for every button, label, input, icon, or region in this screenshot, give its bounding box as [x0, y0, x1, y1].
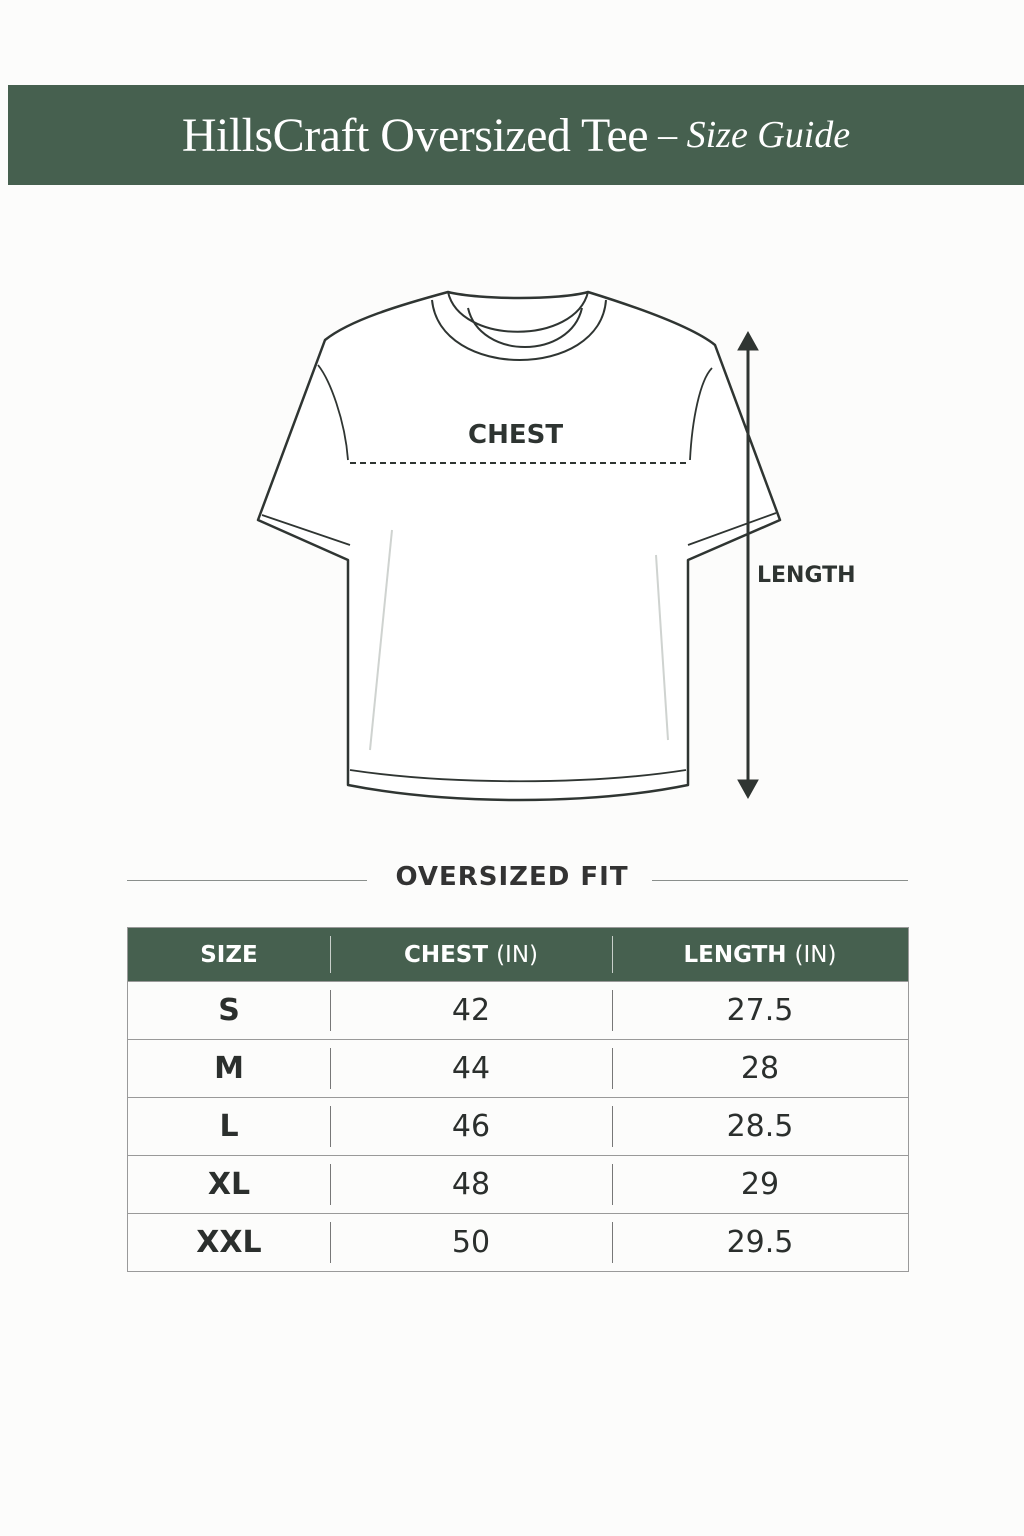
sleeve-seams	[261, 364, 777, 783]
size-table: SIZE CHEST (IN) LENGTH (IN) S 42 27.5 M 44 2…	[127, 927, 909, 1272]
tshirt-outline	[256, 290, 782, 802]
size-cell: XXL	[127, 1213, 330, 1272]
chest-cell: 42	[330, 981, 612, 1040]
size-cell: M	[127, 1039, 330, 1098]
page-title: HillsCraft Oversized Tee	[181, 108, 649, 162]
table-header-row: SIZE CHEST (IN) LENGTH (IN)	[127, 927, 909, 982]
chest-label: CHEST	[468, 420, 564, 450]
collar	[431, 291, 607, 361]
fit-heading: OVERSIZED FIT	[0, 862, 1024, 892]
table-row: XL 48 29	[127, 1155, 909, 1214]
fit-label: OVERSIZED FIT	[395, 862, 629, 892]
divider-right	[652, 880, 908, 881]
table-row: M 44 28	[127, 1039, 909, 1098]
length-cell: 29.5	[612, 1213, 909, 1272]
size-cell: XL	[127, 1155, 330, 1214]
tshirt-diagram	[256, 290, 782, 802]
table-row: S 42 27.5	[127, 981, 909, 1040]
chest-cell: 46	[330, 1097, 612, 1156]
header-length: LENGTH (IN)	[612, 927, 909, 982]
size-cell: L	[127, 1097, 330, 1156]
header-size: SIZE	[127, 927, 330, 982]
length-label: LENGTH	[757, 563, 856, 588]
table-row: L 46 28.5	[127, 1097, 909, 1156]
title-banner: HillsCraft Oversized Tee – Size Guide	[8, 85, 1024, 185]
size-cell: S	[127, 981, 330, 1040]
length-arrow-icon	[737, 330, 759, 800]
divider-left	[127, 880, 367, 881]
table-row: XXL 50 29.5	[127, 1213, 909, 1272]
chest-cell: 50	[330, 1213, 612, 1272]
length-cell: 28.5	[612, 1097, 909, 1156]
page-subtitle: – Size Guide	[658, 114, 851, 156]
chest-cell: 44	[330, 1039, 612, 1098]
length-cell: 28	[612, 1039, 909, 1098]
length-cell: 27.5	[612, 981, 909, 1040]
chest-cell: 48	[330, 1155, 612, 1214]
length-cell: 29	[612, 1155, 909, 1214]
header-chest: CHEST (IN)	[330, 927, 612, 982]
